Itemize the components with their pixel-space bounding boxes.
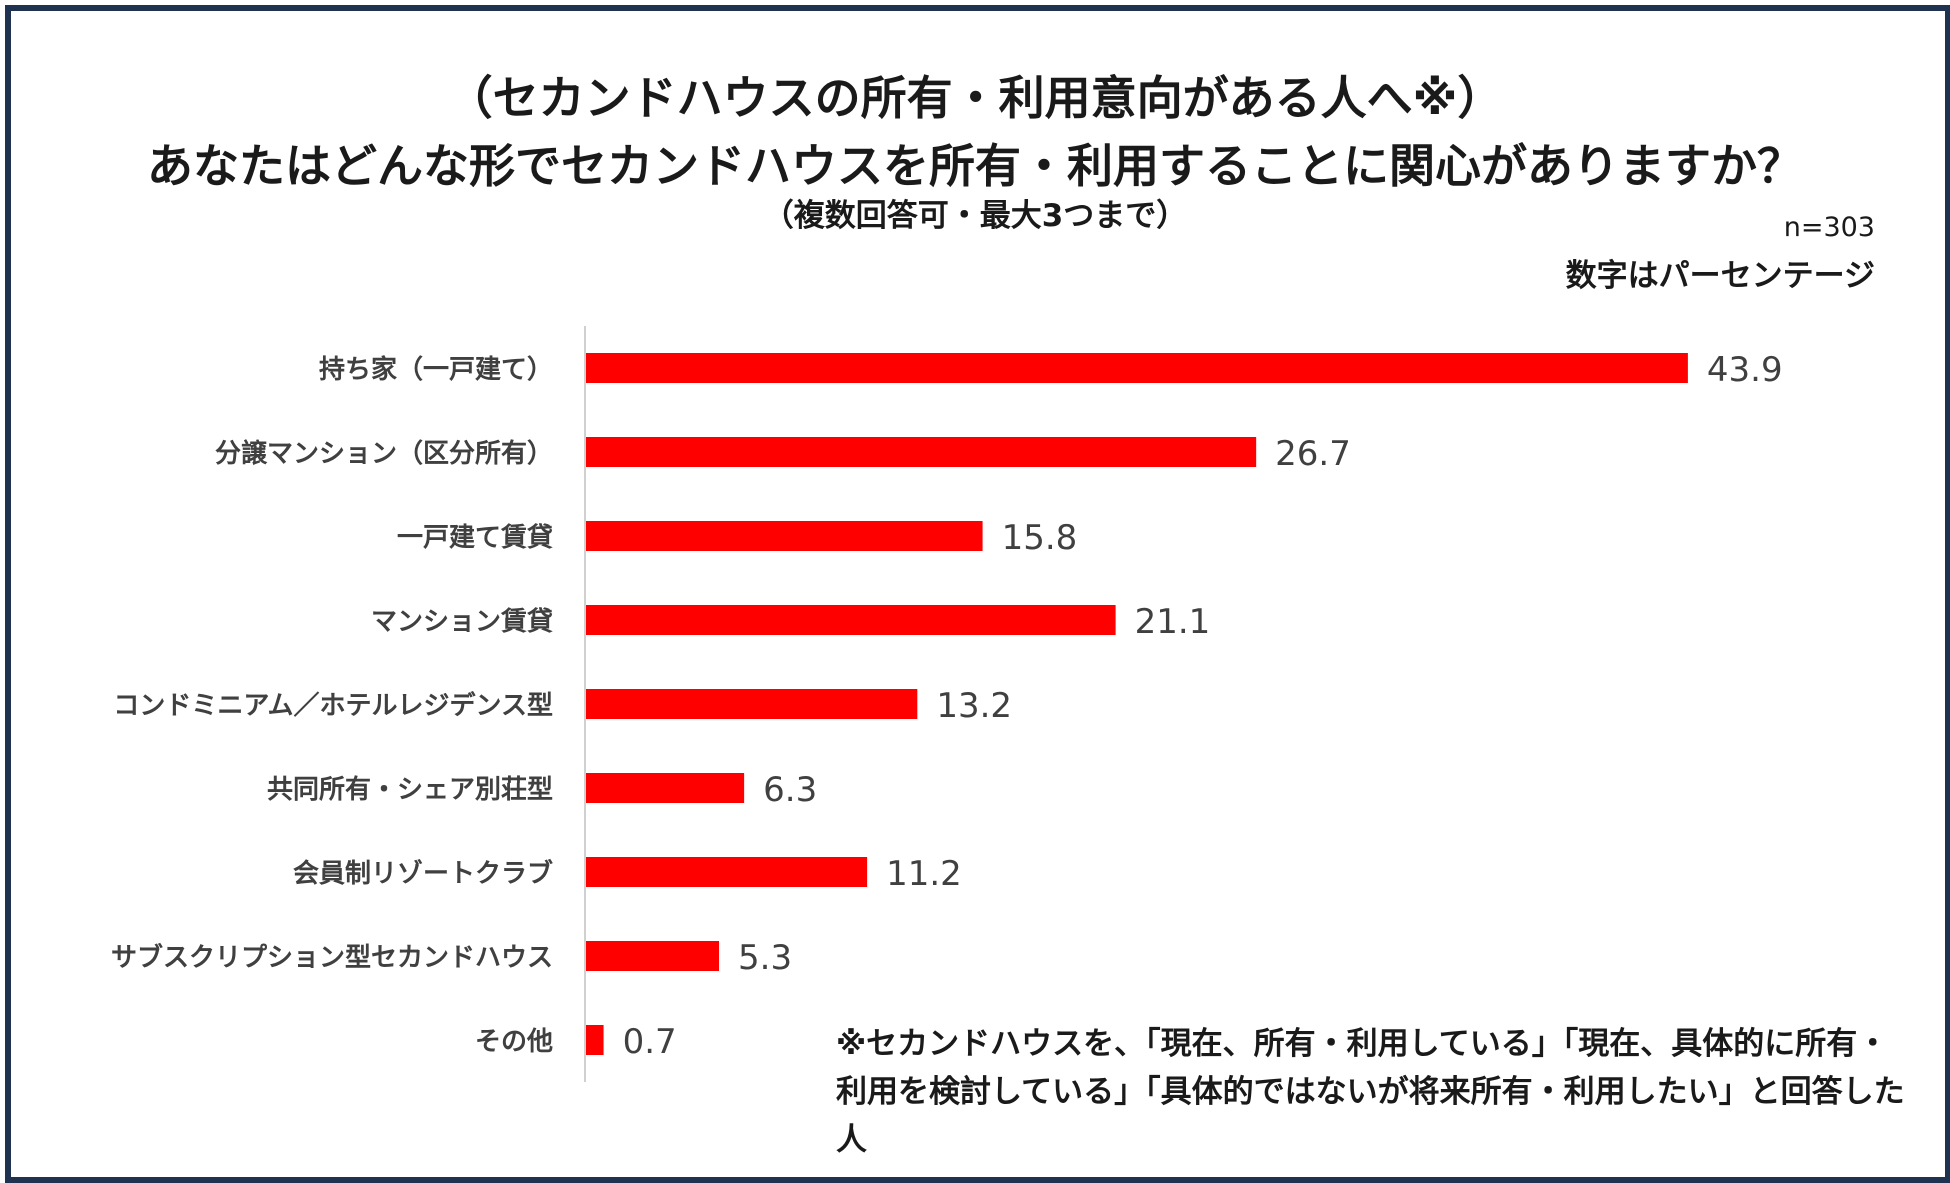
category-label: マンション賃貸 [371,606,553,637]
category-label: 共同所有・シェア別荘型 [267,775,553,805]
chart-frame [5,5,1950,1183]
sample-size: n=303 [1783,212,1875,243]
unit-note: 数字はパーセンテージ [1565,258,1875,294]
category-label: 会員制リゾートクラブ [293,858,553,889]
footnote: ※セカンドハウスを、「現在、所有・利用している」「現在、具体的に所有・利用を検討… [836,1026,1905,1158]
category-label: その他 [475,1027,553,1057]
bar [586,689,918,719]
chart-title-line2: あなたはどんな形でセカンドハウスを所有・利用することに関心がありますか？ [147,139,1803,193]
category-label: サブスクリプション型セカンドハウス [111,942,553,973]
bar [586,773,745,803]
bar [586,1025,604,1055]
bar [586,605,1116,635]
data-label: 13.2 [936,686,1012,726]
category-label: 分譲マンション（区分所有） [215,438,553,469]
chart-title-line1: （セカンドハウスの所有・利用意向がある人へ※） [446,71,1504,125]
data-label: 5.3 [738,938,792,978]
data-label: 26.7 [1275,434,1351,474]
data-label: 21.1 [1135,602,1211,642]
data-label: 15.8 [1002,518,1078,558]
bar [586,353,1688,383]
data-label: 0.7 [623,1022,677,1062]
bar [586,521,983,551]
category-label: 一戸建て賃貸 [397,522,553,553]
bar [586,437,1257,467]
category-label: コンドミニアム／ホテルレジデンス型 [113,690,553,721]
chart-subtitle: （複数回答可・最大3つまで） [762,198,1188,234]
data-label: 11.2 [886,854,962,894]
category-label: 持ち家（一戸建て） [319,354,553,385]
data-label: 43.9 [1707,350,1783,390]
bar [586,941,720,971]
bar [586,857,868,887]
data-label: 6.3 [763,770,817,810]
